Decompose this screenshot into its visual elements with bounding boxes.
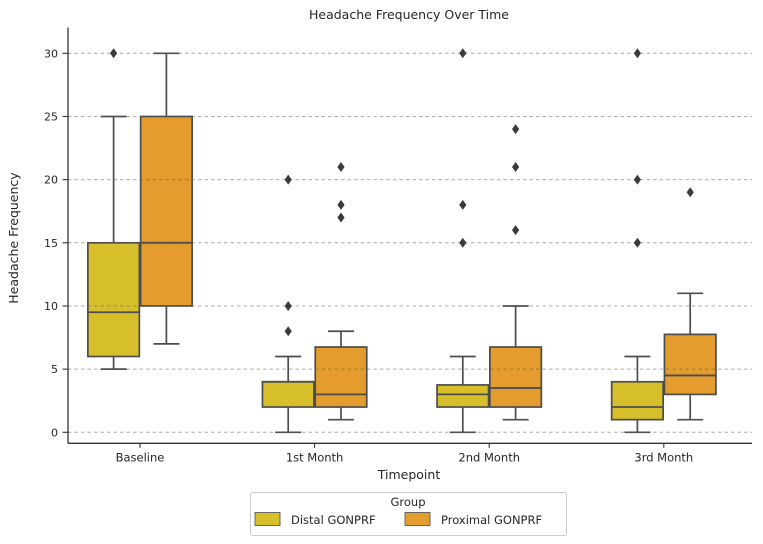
box-distal-1st-month	[261, 355, 315, 434]
legend-swatch-distal-icon	[254, 512, 281, 526]
chart-title: Headache Frequency Over Time	[309, 7, 509, 22]
outlier-diamond-icon	[459, 48, 467, 59]
boxes-layer	[86, 52, 717, 434]
y-axis-label: Headache Frequency	[6, 172, 21, 304]
outlier-diamond-icon	[633, 237, 641, 248]
iqr-box	[139, 115, 193, 307]
box-proximal-3rd-month	[663, 292, 717, 421]
x-tick-label: 1st Month	[286, 451, 344, 465]
box-distal-3rd-month	[610, 355, 665, 434]
box-distal-2nd-month	[436, 355, 490, 434]
y-tick-label: 0	[51, 426, 58, 439]
legend-swatch-proximal-icon	[404, 512, 431, 526]
x-tick-label: Baseline	[116, 451, 165, 465]
y-tick-label: 15	[44, 237, 58, 250]
legend-title: Group	[390, 495, 425, 509]
axes-layer: 0 5 10 15 20 25 30 Baseline 1st Month 2nd Month 3r…	[44, 27, 752, 465]
x-tick-label: 2nd Month	[458, 451, 520, 465]
box-proximal-1st-month	[314, 330, 368, 421]
x-axis-label: Timepoint	[377, 467, 441, 482]
box-distal-baseline	[86, 115, 141, 370]
outlier-diamond-icon	[459, 199, 467, 210]
outlier-diamond-icon	[337, 199, 345, 210]
outlier-diamond-icon	[512, 124, 520, 135]
outlier-diamond-icon	[337, 162, 345, 173]
outlier-diamond-icon	[459, 237, 467, 248]
outlier-diamond-icon	[110, 48, 118, 59]
outlier-diamond-icon	[284, 326, 292, 337]
box-proximal-baseline	[139, 52, 193, 345]
y-tick-label: 30	[44, 47, 58, 60]
y-tick-label: 5	[51, 363, 58, 376]
outlier-diamond-icon	[337, 212, 345, 223]
outlier-diamond-icon	[512, 162, 520, 173]
iqr-box	[663, 333, 717, 396]
legend-label-proximal: Proximal GONPRF	[441, 513, 542, 527]
iqr-box	[86, 241, 141, 358]
outlier-diamond-icon	[512, 225, 520, 236]
y-tick-label: 20	[44, 174, 58, 187]
outlier-diamond-icon	[686, 187, 694, 198]
iqr-box	[610, 380, 665, 421]
iqr-box	[489, 346, 543, 408]
outlier-diamond-icon	[633, 174, 641, 185]
y-tick-label: 25	[44, 110, 58, 123]
legend-label-distal: Distal GONPRF	[291, 513, 376, 527]
box-proximal-2nd-month	[489, 305, 543, 421]
outliers-layer	[110, 48, 694, 337]
outlier-diamond-icon	[284, 300, 292, 311]
legend: Group Distal GONPRF Proximal GONPRF	[250, 492, 567, 536]
iqr-box	[436, 384, 490, 408]
outlier-diamond-icon	[633, 48, 641, 59]
iqr-box	[314, 346, 368, 408]
y-tick-label: 10	[44, 300, 58, 313]
iqr-box	[261, 380, 315, 408]
outlier-diamond-icon	[284, 174, 292, 185]
gridlines-layer	[68, 52, 752, 433]
x-tick-label: 3rd Month	[634, 451, 693, 465]
